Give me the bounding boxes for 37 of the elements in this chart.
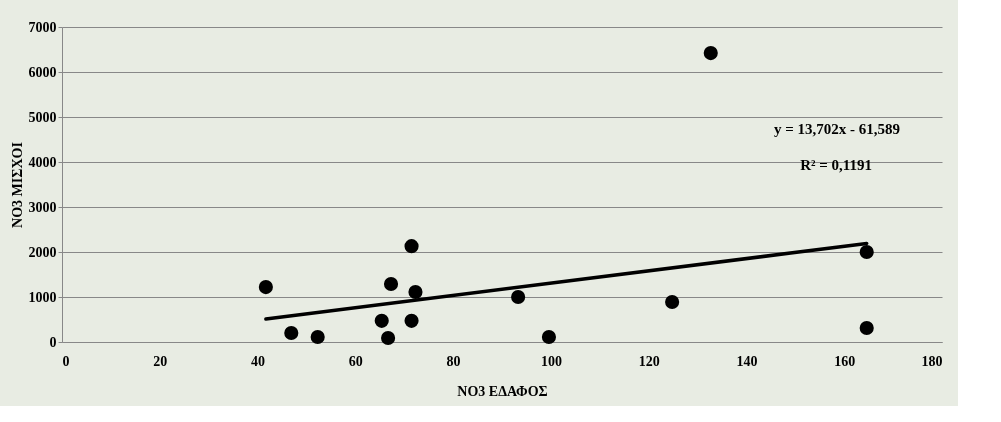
y-tick-label: 1000 bbox=[28, 289, 57, 305]
x-tick-label: 0 bbox=[62, 353, 70, 369]
y-tick-label: 5000 bbox=[28, 109, 57, 125]
y-tick-label: 3000 bbox=[28, 199, 57, 215]
y-tick-label: 4000 bbox=[28, 154, 57, 170]
point bbox=[541, 329, 556, 345]
point bbox=[859, 320, 874, 336]
y-tick-label: 7000 bbox=[28, 19, 57, 35]
point bbox=[284, 325, 299, 341]
x-tick-label: 140 bbox=[736, 353, 758, 369]
x-tick-label: 100 bbox=[540, 353, 562, 369]
point bbox=[665, 294, 680, 310]
y-tick-label: 2000 bbox=[28, 244, 57, 260]
point bbox=[404, 239, 419, 254]
point bbox=[703, 46, 718, 61]
y-axis-title: NO3 ΜΙΣΧΟΙ bbox=[9, 142, 25, 228]
point bbox=[381, 330, 396, 346]
x-tick-label: 160 bbox=[834, 353, 856, 369]
annotation: R² = 0,1191 bbox=[800, 157, 872, 173]
x-tick-label: 180 bbox=[921, 353, 943, 369]
x-tick-label: 80 bbox=[446, 353, 461, 369]
y-tick-label: 6000 bbox=[28, 64, 57, 80]
annotation: y = 13,702x - 61,589 bbox=[773, 121, 900, 137]
point bbox=[310, 329, 325, 345]
x-tick-label: 120 bbox=[638, 353, 660, 369]
x-tick-label: 60 bbox=[348, 353, 363, 369]
point bbox=[258, 280, 273, 295]
x-tick-label: 40 bbox=[251, 353, 266, 369]
point bbox=[511, 289, 526, 305]
point bbox=[408, 284, 423, 300]
point bbox=[383, 276, 399, 292]
y-tick-label: 0 bbox=[49, 334, 57, 350]
point bbox=[404, 313, 419, 328]
point bbox=[859, 244, 874, 260]
point bbox=[374, 313, 389, 328]
x-tick-label: 20 bbox=[153, 353, 168, 369]
x-axis-title: NO3 ΕΔΑΦΟΣ bbox=[457, 383, 548, 399]
